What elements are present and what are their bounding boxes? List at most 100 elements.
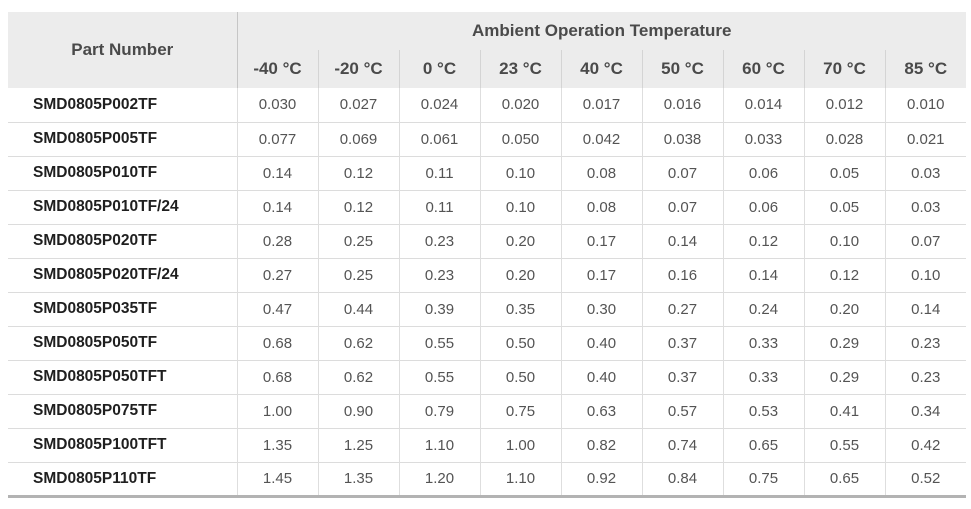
value-cell: 0.25 xyxy=(317,257,399,292)
value-cell: 0.014 xyxy=(722,88,804,122)
value-cell: 0.07 xyxy=(884,223,966,258)
value-cell: 0.62 xyxy=(317,359,399,394)
value-cell: 0.05 xyxy=(803,189,885,224)
value-cell: 0.28 xyxy=(236,223,318,258)
value-cell: 0.25 xyxy=(317,223,399,258)
value-cell: 0.042 xyxy=(560,121,642,156)
value-cell: 0.021 xyxy=(884,121,966,156)
table-row: SMD0805P035TF 0.47 0.44 0.39 0.35 0.30 0.27 0.2… xyxy=(8,291,966,326)
part-number-cell: SMD0805P035TF xyxy=(8,291,237,326)
value-cell: 0.57 xyxy=(641,393,723,428)
value-cell: 0.07 xyxy=(641,155,723,190)
value-cell: 0.030 xyxy=(236,88,318,122)
value-cell: 0.23 xyxy=(398,257,480,292)
value-cell: 0.37 xyxy=(641,359,723,394)
value-cell: 0.23 xyxy=(884,325,966,360)
value-cell: 0.08 xyxy=(560,189,642,224)
value-cell: 0.03 xyxy=(884,155,966,190)
part-number-cell: SMD0805P002TF xyxy=(33,95,158,113)
value-cell: 0.010 xyxy=(884,88,966,122)
value-cell: 1.35 xyxy=(236,427,318,462)
part-number-cell: SMD0805P075TF xyxy=(8,393,237,428)
value-cell: 0.65 xyxy=(803,461,885,496)
value-cell: 0.24 xyxy=(722,291,804,326)
part-number-cell: SMD0805P010TF xyxy=(8,155,237,190)
value-cell: 0.027 xyxy=(317,88,399,122)
table-row: SMD0805P020TF/24 0.27 0.25 0.23 0.20 0.17 0.16… xyxy=(8,257,966,292)
value-cell: 0.012 xyxy=(803,88,885,122)
value-cell: 1.00 xyxy=(236,393,318,428)
value-cell: 0.30 xyxy=(560,291,642,326)
value-cell: 0.17 xyxy=(560,257,642,292)
value-cell: 0.077 xyxy=(236,121,318,156)
part-number-cell: SMD0805P020TF/24 xyxy=(8,257,237,292)
temperature-column-header: 60 °C xyxy=(722,50,804,88)
value-cell: 0.74 xyxy=(641,427,723,462)
value-cell: 0.14 xyxy=(641,223,723,258)
table-row: SMD0805P020TF 0.28 0.25 0.23 0.20 0.17 0.14 0.1… xyxy=(8,223,966,258)
value-cell: 1.10 xyxy=(398,427,480,462)
value-cell: 0.27 xyxy=(641,291,723,326)
value-cell: 0.82 xyxy=(560,427,642,462)
temperature-column-header: 50 °C xyxy=(641,50,723,88)
value-cell: 0.16 xyxy=(641,257,723,292)
value-cell: 0.39 xyxy=(398,291,480,326)
temperature-column-header: 23 °C xyxy=(479,50,561,88)
value-cell: 0.03 xyxy=(884,189,966,224)
value-cell: 0.40 xyxy=(560,359,642,394)
value-cell: 0.92 xyxy=(560,461,642,496)
value-cell: 0.12 xyxy=(803,257,885,292)
temperature-column-header: 40 °C xyxy=(560,50,642,88)
value-cell: 0.75 xyxy=(479,393,561,428)
value-cell: 0.44 xyxy=(317,291,399,326)
temperature-column-header: -20 °C xyxy=(317,50,399,88)
value-cell: 0.14 xyxy=(722,257,804,292)
table-row: SMD0805P050TFT 0.68 0.62 0.55 0.50 0.40 0.37 0.… xyxy=(8,359,966,394)
value-cell: 0.53 xyxy=(722,393,804,428)
value-cell: 0.12 xyxy=(317,155,399,190)
part-number-cell: SMD0805P005TF xyxy=(8,121,237,156)
value-cell: 0.11 xyxy=(398,189,480,224)
temperature-columns-row: -40 °C -20 °C 0 °C 23 °C 40 °C 50 °C 60 °C 70 °… xyxy=(8,50,966,88)
value-cell: 0.41 xyxy=(803,393,885,428)
value-cell: 0.52 xyxy=(884,461,966,496)
value-cell: 0.12 xyxy=(317,189,399,224)
value-cell: 0.08 xyxy=(560,155,642,190)
table-body: SMD0805P002TF 0.030 0.027 0.024 0.020 0.017 0.… xyxy=(8,88,966,496)
value-cell: 0.028 xyxy=(803,121,885,156)
value-cell: 0.07 xyxy=(641,189,723,224)
value-cell: 0.55 xyxy=(398,325,480,360)
value-cell: 0.35 xyxy=(479,291,561,326)
value-cell: 1.35 xyxy=(317,461,399,496)
temperature-column-header: 0 °C xyxy=(398,50,480,88)
value-cell: 0.038 xyxy=(641,121,723,156)
temperature-column-header: 85 °C xyxy=(884,50,966,88)
value-cell: 0.75 xyxy=(722,461,804,496)
value-cell: 0.020 xyxy=(479,88,561,122)
value-cell: 0.06 xyxy=(722,155,804,190)
part-number-cell: SMD0805P100TFT xyxy=(8,427,237,462)
value-cell: 0.50 xyxy=(479,359,561,394)
value-cell: 0.14 xyxy=(236,189,318,224)
table-row: SMD0805P010TF/24 0.14 0.12 0.11 0.10 0.08 0.07… xyxy=(8,189,966,224)
part-number-cell: SMD0805P050TF xyxy=(8,325,237,360)
value-cell: 0.65 xyxy=(722,427,804,462)
group-header-row: Part Number Ambient Operation Temperatur… xyxy=(8,12,966,88)
value-cell: 0.050 xyxy=(479,121,561,156)
value-cell: 0.10 xyxy=(803,223,885,258)
table-row: SMD0805P005TF 0.077 0.069 0.061 0.050 0.042 0.… xyxy=(8,121,966,156)
value-cell: 0.55 xyxy=(803,427,885,462)
value-cell: 0.34 xyxy=(884,393,966,428)
value-cell: 0.84 xyxy=(641,461,723,496)
value-cell: 0.17 xyxy=(560,223,642,258)
table-row: SMD0805P100TFT 1.35 1.25 1.10 1.00 0.82 0.74 0.… xyxy=(8,427,966,462)
table-row: SMD0805P110TF 1.45 1.35 1.20 1.10 0.92 0.84 0.7… xyxy=(8,461,966,496)
ambient-operation-temperature-header: Ambient Operation Temperature xyxy=(236,12,966,50)
temperature-derating-table: Part Number Ambient Operation Temperatur… xyxy=(8,12,966,498)
value-cell: 1.45 xyxy=(236,461,318,496)
value-cell: 1.20 xyxy=(398,461,480,496)
table-header: Part Number Ambient Operation Temperatur… xyxy=(8,12,966,88)
value-cell: 0.33 xyxy=(722,359,804,394)
value-cell: 0.20 xyxy=(479,223,561,258)
